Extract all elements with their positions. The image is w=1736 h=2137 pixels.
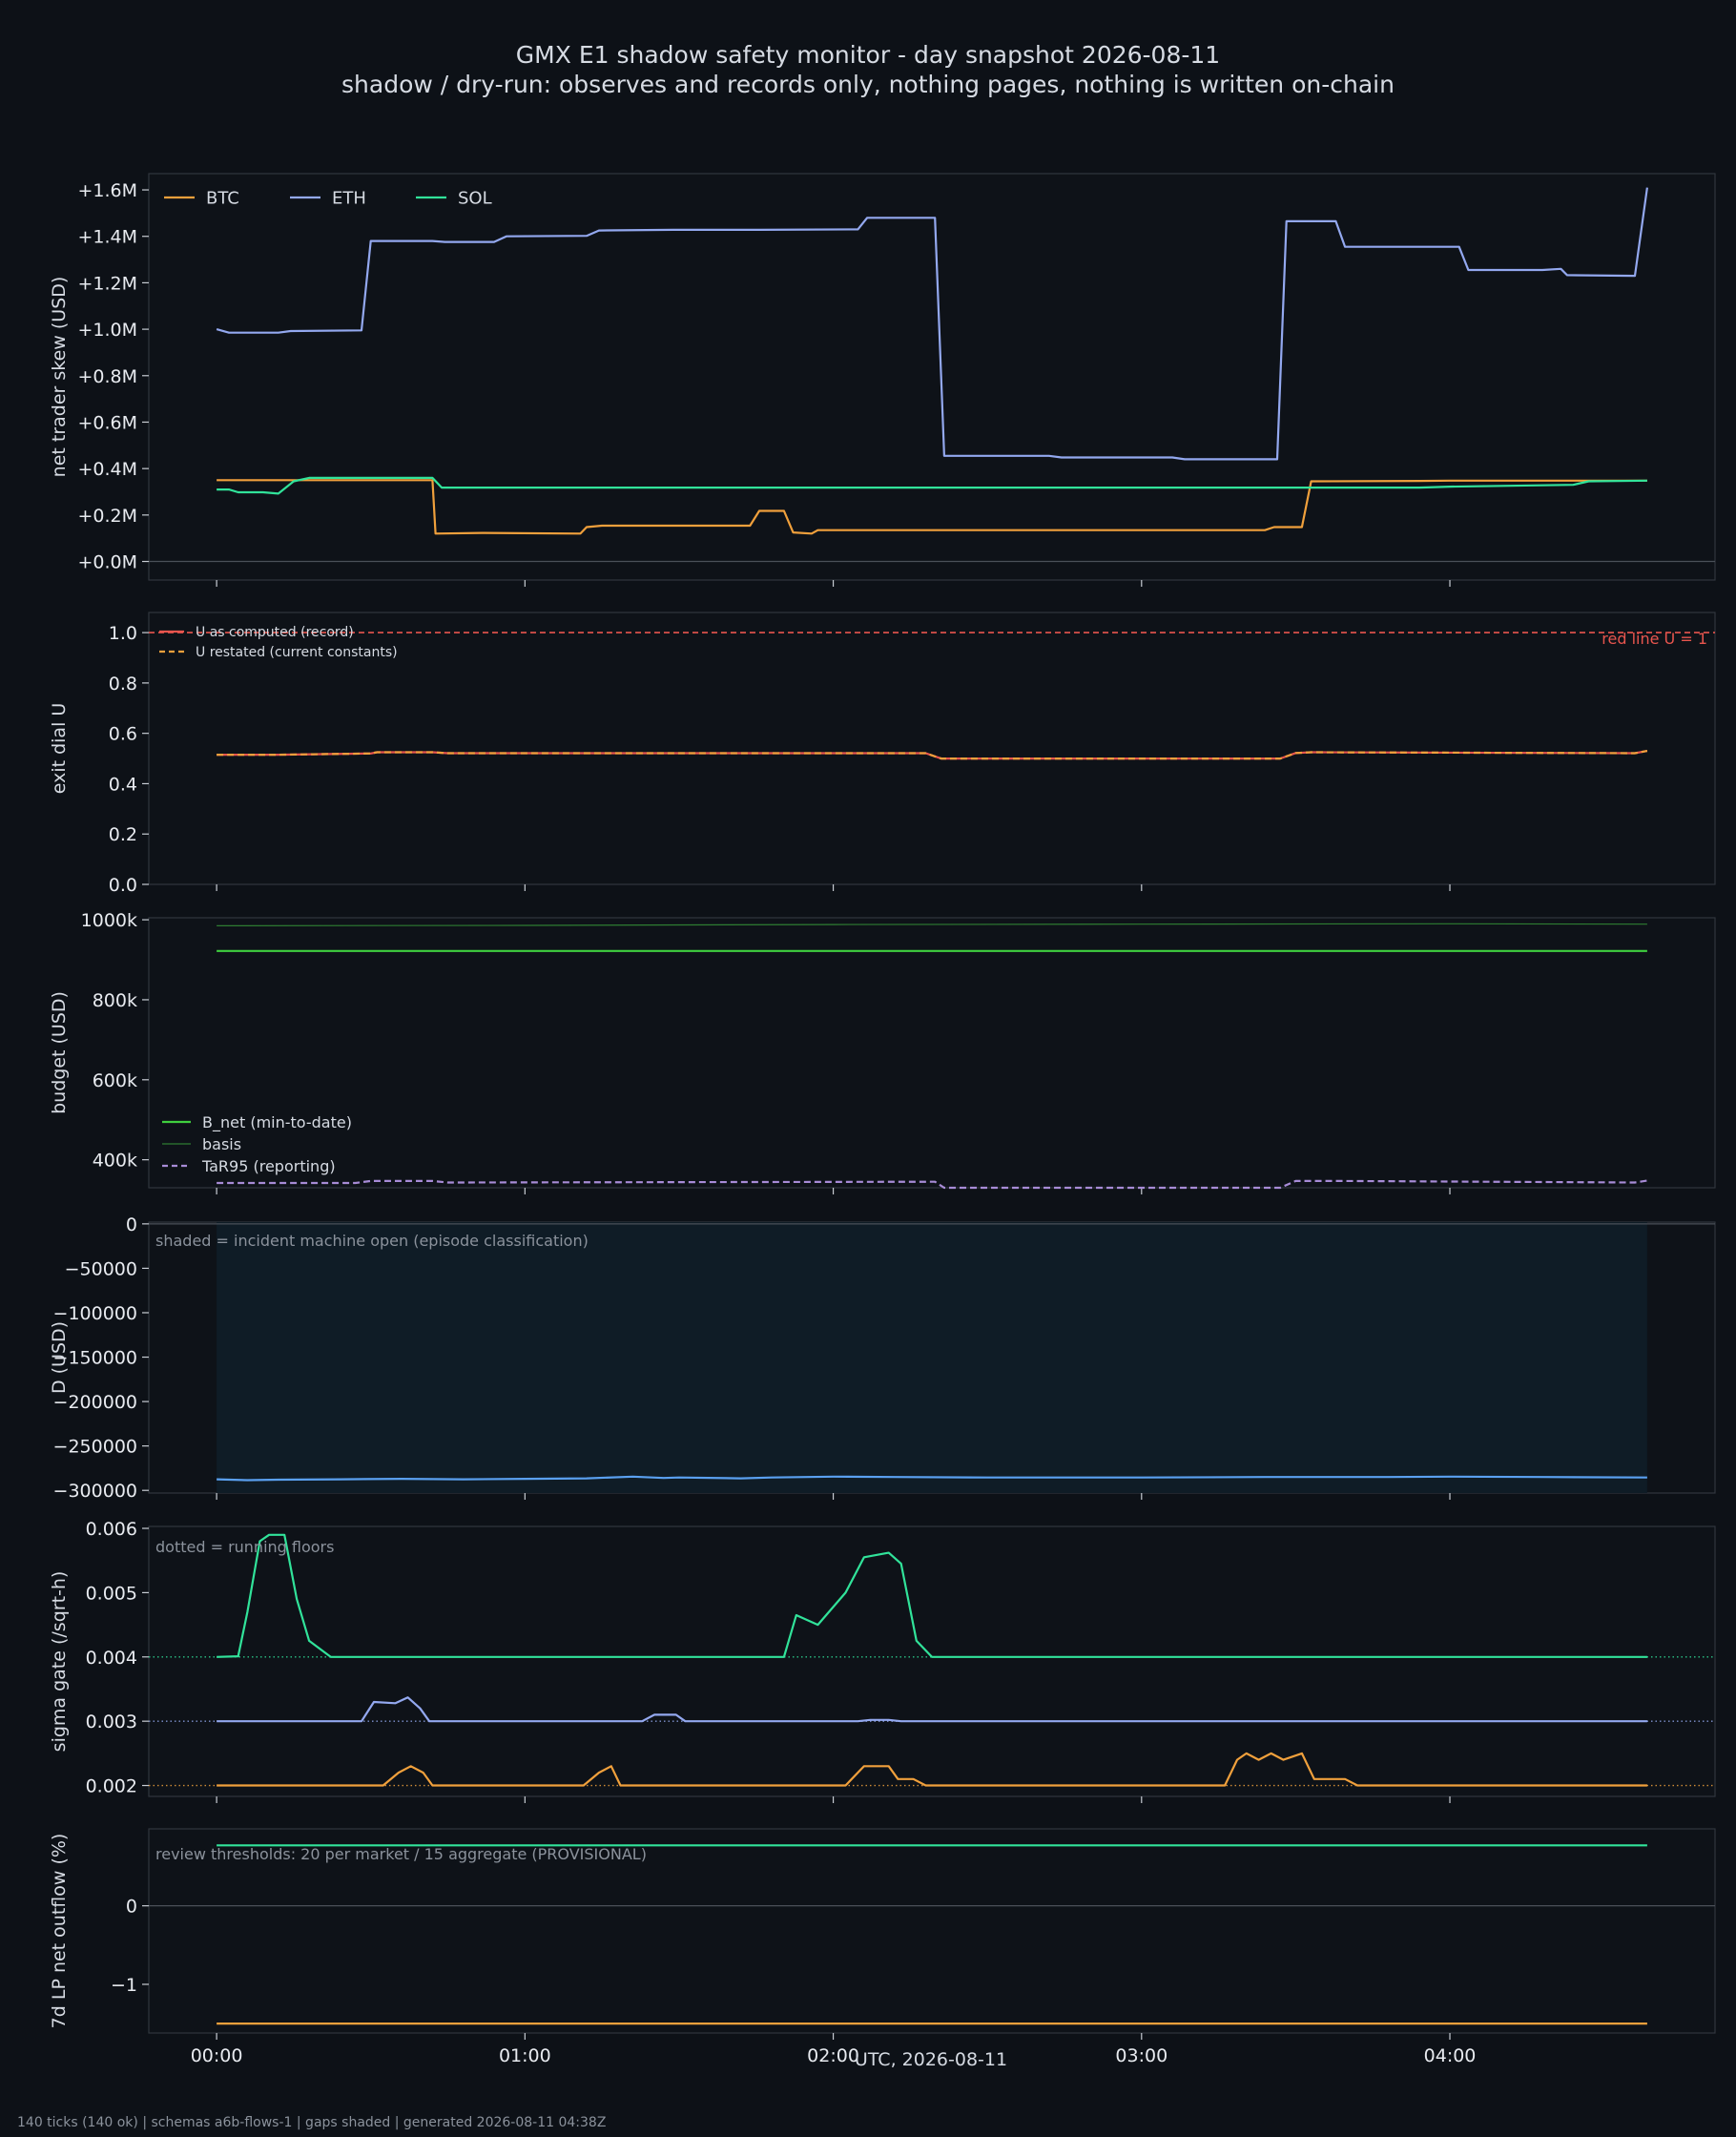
panel-lp_outflow: 0 −1 00:00 01:00 02:00 03:00 04:00 7d LP net ou…: [49, 1828, 1716, 2066]
x-tick-label: 02:00: [807, 2045, 859, 2066]
panel-frame: [148, 173, 1716, 581]
footer-status: 140 ticks (140 ok) | schemas a6b-flows-1…: [17, 2115, 606, 2130]
series-line-btc: [217, 479, 1647, 535]
y-tick-label: 800k: [93, 990, 137, 1011]
y-tick-label: 0.6: [109, 724, 137, 745]
legend-label: basis: [202, 1135, 241, 1153]
y-tick-label: −250000: [53, 1437, 137, 1458]
series-line-sol: [217, 1533, 1647, 1658]
panel-budget: 400k 600k 800k 1000k budget (USD) B_net (min-…: [49, 910, 1716, 1194]
legend-label: U as computed (record): [196, 625, 354, 640]
x-tick-label: 01:00: [499, 2045, 551, 2066]
y-tick-label: 0.8: [109, 674, 137, 695]
series-line-u-restated-current-constants-: [217, 750, 1648, 760]
y-tick-label: −150000: [53, 1348, 137, 1369]
y-tick-label: +0.0M: [77, 552, 137, 573]
legend-label: B_net (min-to-date): [202, 1113, 352, 1132]
panel-drawdown: 0 −50000 −100000 −150000 −200000 −250000 −3000…: [49, 1214, 1716, 1502]
y-tick-label: 0: [126, 1897, 137, 1918]
y-tick-label: +0.8M: [77, 366, 137, 387]
y-tick-label: −100000: [53, 1303, 137, 1324]
y-tick-label: 0.004: [86, 1648, 137, 1669]
y-axis-label: exit dial U: [49, 703, 70, 795]
y-axis-label: net trader skew (USD): [49, 277, 70, 478]
y-tick-label: +1.2M: [77, 273, 137, 294]
y-tick-label: 0.003: [86, 1712, 137, 1732]
legend-label: ETH: [332, 188, 366, 208]
y-tick-label: 0.0: [109, 875, 137, 896]
y-tick-label: +1.6M: [77, 180, 137, 201]
y-tick-label: 0.2: [109, 824, 137, 845]
y-tick-label: −300000: [53, 1481, 137, 1502]
y-axis-label: budget (USD): [49, 991, 70, 1114]
y-tick-label: 600k: [93, 1070, 137, 1091]
y-tick-label: 0.005: [86, 1583, 137, 1604]
series-line-basis: [217, 923, 1647, 926]
x-tick-label: 03:00: [1115, 2045, 1168, 2066]
y-tick-label: 0: [126, 1214, 137, 1235]
panel-frame: [148, 917, 1716, 1189]
y-tick-label: 1000k: [81, 910, 137, 931]
y-tick-label: +1.0M: [77, 320, 137, 341]
series-line-eth: [216, 187, 1648, 461]
series-line-tar95-reporting-: [217, 1179, 1648, 1190]
y-tick-label: −1: [111, 1975, 137, 1996]
y-tick-label: 0.4: [109, 774, 137, 795]
y-tick-label: +0.2M: [77, 506, 137, 527]
y-tick-label: −50000: [65, 1258, 137, 1279]
y-tick-label: 400k: [93, 1151, 137, 1172]
figure-title: GMX E1 shadow safety monitor - day snaps…: [516, 41, 1220, 69]
legend-label: SOL: [458, 188, 492, 208]
x-tick-label: 00:00: [191, 2045, 243, 2066]
chart-panels: +0.0M +0.2M +0.4M +0.6M +0.8M +1.0M +1.2M +1.4M…: [49, 173, 1716, 2066]
panel-frame: [148, 612, 1716, 885]
incident-shade: [217, 1222, 1647, 1493]
y-axis-label: sigma gate (/sqrt-h): [49, 1571, 70, 1753]
panel-skew: +0.0M +0.2M +0.4M +0.6M +0.8M +1.0M +1.2M +1.4M…: [49, 173, 1716, 587]
y-tick-label: 0.002: [86, 1776, 137, 1797]
y-axis-label: 7d LP net outflow (%): [49, 1834, 70, 2029]
y-tick-label: 0.006: [86, 1519, 137, 1540]
figure-subtitle: shadow / dry-run: observes and records o…: [341, 71, 1395, 98]
red-line-annotation: red line U = 1: [1602, 630, 1707, 648]
y-tick-label: +0.4M: [77, 459, 137, 480]
panel-frame: [148, 1828, 1716, 2034]
panel-sigma_gate: 0.002 0.003 0.004 0.005 0.006 sigma gate (/sq…: [49, 1519, 1716, 1803]
legend-label: TaR95 (reporting): [201, 1157, 336, 1175]
panel-frame: [148, 1525, 1716, 1797]
series-line-eth: [217, 1696, 1647, 1723]
y-axis-label: D (USD): [49, 1321, 70, 1394]
y-tick-label: −200000: [53, 1392, 137, 1413]
legend-label: BTC: [206, 188, 239, 208]
panel-exit_dial: 0.0 0.2 0.4 0.6 0.8 1.0 exit dial U red line U …: [49, 612, 1716, 896]
panel-note: shaded = incident machine open (episode …: [155, 1232, 589, 1250]
x-tick-label: 04:00: [1424, 2045, 1477, 2066]
series-line-sol: [217, 476, 1647, 495]
y-tick-label: +1.4M: [77, 227, 137, 248]
panel-note: dotted = running floors: [155, 1538, 334, 1556]
y-tick-label: +0.6M: [77, 412, 137, 433]
y-tick-label: 1.0: [109, 623, 137, 644]
x-axis-label: UTC, 2026-08-11: [855, 2049, 1007, 2070]
series-line-btc: [217, 1752, 1647, 1787]
panel-note: review thresholds: 20 per market / 15 ag…: [155, 1845, 647, 1863]
series-line-d: [217, 1475, 1647, 1482]
legend-label: U restated (current constants): [196, 645, 398, 660]
